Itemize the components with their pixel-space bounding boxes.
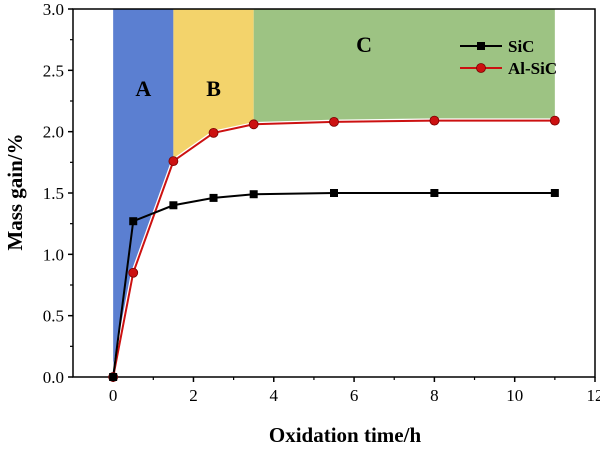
region-c-label: C (356, 32, 372, 57)
series-al-sic-halo (110, 118, 555, 378)
legend-sic-marker (477, 42, 485, 50)
series-sic-point (249, 190, 258, 199)
y-tick-label: 1.0 (43, 245, 64, 264)
series-sic-point (430, 189, 439, 197)
series-layer (108, 115, 560, 382)
y-tick-label: 1.5 (43, 184, 64, 203)
series-sic-point (330, 189, 338, 197)
series-sic-point (550, 189, 559, 197)
region-b-label: B (206, 76, 221, 101)
series-al-sic-point (168, 156, 179, 167)
x-axis-title: Oxidation time/h (269, 423, 422, 447)
x-tick-label: 8 (430, 386, 439, 405)
series-sic-point (129, 217, 138, 226)
series-al-sic-line (112, 119, 555, 378)
legend-sic-label: SiC (508, 37, 534, 56)
legend-al-sic-marker (476, 63, 486, 73)
x-tick-label: 12 (587, 386, 600, 405)
series-al-sic-point (329, 116, 339, 127)
x-tick-label: 6 (350, 386, 359, 405)
region-c-area (253, 9, 555, 125)
y-tick-label: 0.5 (43, 307, 64, 326)
region-a-area (113, 9, 174, 377)
y-tick-label: 2.5 (43, 61, 64, 80)
y-axis-title: Mass gain/% (3, 133, 27, 250)
series-sic-point (169, 201, 178, 210)
x-tick-label: 0 (109, 386, 118, 405)
series-al-sic-point (248, 119, 259, 130)
x-tick-label: 10 (506, 386, 523, 405)
series-al-sic-point (208, 127, 219, 138)
series-sic-line (112, 192, 555, 378)
series-al-sic-point (549, 115, 560, 126)
y-tick-label: 2.0 (43, 123, 64, 142)
series-al-sic-point (429, 115, 440, 126)
x-tick-label: 2 (189, 386, 198, 405)
y-tick-label: 0.0 (43, 368, 64, 387)
region-b-area (173, 9, 254, 162)
axes-layer: 0 2 4 6 8 10 12 0.0 0.5 1.0 1.5 2.0 2.5 3.0 (43, 0, 600, 405)
series-sic-point (209, 193, 218, 202)
series-al-sic-point (128, 267, 139, 278)
y-tick-label: 3.0 (43, 0, 64, 19)
region-a-label: A (135, 76, 151, 101)
x-tick-label: 4 (270, 386, 279, 405)
series-sic-point (109, 373, 118, 381)
legend-al-sic-label: Al-SiC (508, 59, 557, 78)
regions-layer: A B C (113, 9, 555, 377)
legend: SiC Al-SiC (460, 37, 557, 78)
